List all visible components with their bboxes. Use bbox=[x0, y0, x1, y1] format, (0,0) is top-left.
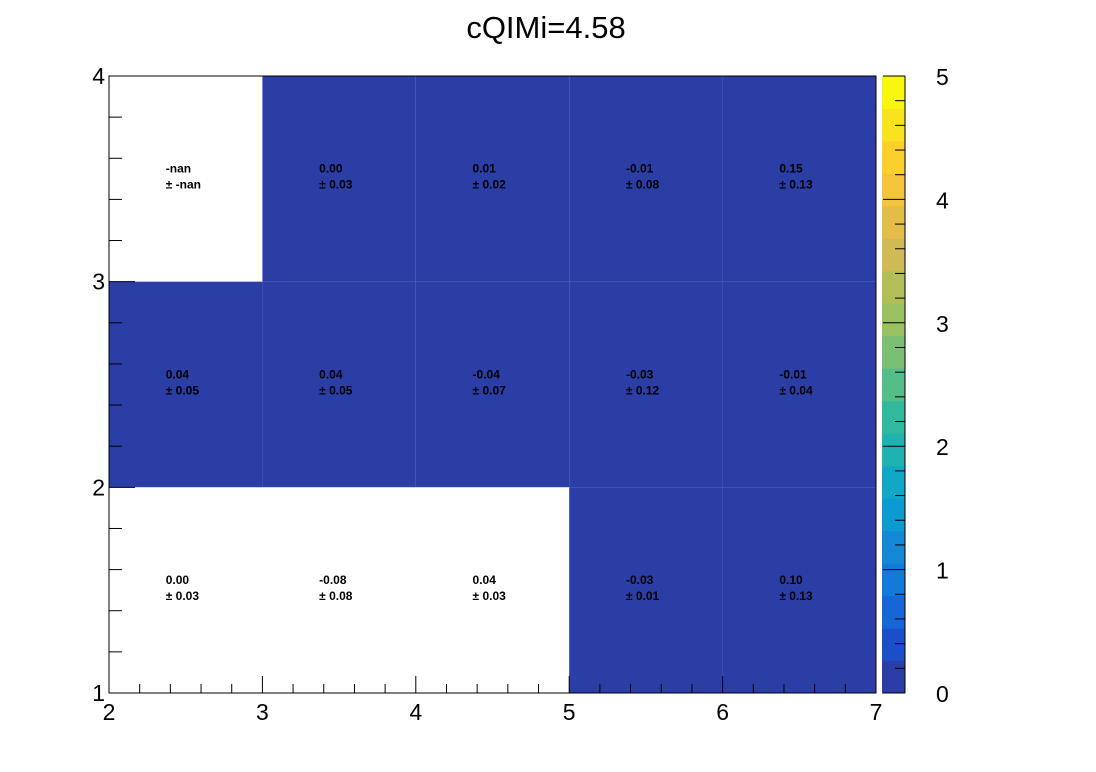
colorbar-segment bbox=[882, 628, 905, 662]
cell-value-label: 0.15 bbox=[779, 162, 803, 176]
colorbar-segment bbox=[882, 563, 905, 597]
colorbar-segment bbox=[882, 108, 905, 142]
y-axis: 1 2 3 4 bbox=[92, 63, 135, 706]
cell-value-label: 0.00 bbox=[166, 573, 190, 587]
colorbar-segment bbox=[882, 270, 905, 304]
colorbar-segment bbox=[882, 498, 905, 532]
cell-error-label: ± 0.12 bbox=[626, 383, 660, 397]
colorbar-segment bbox=[882, 335, 905, 369]
cell-error-label: ± 0.01 bbox=[626, 589, 660, 603]
colorbar-segment bbox=[882, 303, 905, 337]
colorbar-axis: 0 1 2 3 4 5 bbox=[883, 64, 949, 707]
colorbar-tick-label: 3 bbox=[936, 311, 949, 337]
cell-value-label: -0.01 bbox=[626, 162, 654, 176]
colorbar-tick-label: 0 bbox=[936, 681, 949, 707]
colorbar-segment bbox=[882, 465, 905, 499]
heatmap-cell bbox=[262, 281, 416, 488]
colorbar-segment bbox=[882, 530, 905, 564]
colorbar-segment bbox=[882, 238, 905, 272]
colorbar-segment bbox=[882, 140, 905, 174]
heatmap-cell bbox=[722, 76, 876, 282]
heatmap-cell bbox=[109, 487, 263, 693]
heatmap-cell bbox=[722, 281, 876, 488]
cell-value-label: -0.08 bbox=[319, 573, 347, 587]
heatmap-cell bbox=[722, 487, 876, 693]
cell-error-label: ± 0.04 bbox=[779, 383, 813, 397]
y-tick-label: 1 bbox=[92, 680, 105, 706]
cell-error-label: ± 0.08 bbox=[319, 589, 353, 603]
heatmap-cell bbox=[415, 281, 570, 488]
cell-value-label: 0.04 bbox=[473, 573, 497, 587]
cell-error-label: ± -nan bbox=[166, 178, 201, 192]
y-tick-label: 4 bbox=[92, 63, 105, 89]
cell-error-label: ± 0.03 bbox=[319, 178, 353, 192]
chart-title: cQIMi=4.58 bbox=[466, 10, 625, 45]
cell-value-label: 0.01 bbox=[473, 162, 497, 176]
cell-error-label: ± 0.03 bbox=[166, 589, 200, 603]
heatmap-cell bbox=[262, 487, 416, 693]
colorbar-segment bbox=[882, 433, 905, 467]
x-tick-label: 6 bbox=[716, 699, 729, 725]
colorbar-tick-label: 4 bbox=[936, 187, 949, 213]
cell-error-label: ± 0.13 bbox=[779, 589, 813, 603]
heatmap-cell bbox=[569, 487, 723, 693]
heatmap-cell bbox=[569, 76, 723, 282]
colorbar-segment bbox=[882, 660, 905, 694]
cell-error-label: ± 0.05 bbox=[319, 383, 353, 397]
cell-error-label: ± 0.07 bbox=[473, 383, 507, 397]
heatmap-cell bbox=[415, 76, 570, 282]
x-tick-label: 4 bbox=[409, 699, 422, 725]
y-tick-label: 2 bbox=[92, 474, 105, 500]
heatmap-cell bbox=[109, 76, 263, 282]
heatmap-cell bbox=[109, 281, 263, 488]
x-tick-label: 3 bbox=[256, 699, 269, 725]
colorbar-segment bbox=[882, 595, 905, 629]
cell-error-label: ± 0.03 bbox=[473, 589, 507, 603]
cell-value-label: 0.04 bbox=[319, 367, 343, 381]
cell-error-label: ± 0.08 bbox=[626, 178, 660, 192]
cell-value-label: -0.04 bbox=[473, 367, 501, 381]
plot-frame bbox=[108, 75, 877, 694]
colorbar-tick-label: 1 bbox=[936, 558, 949, 584]
cell-value-label: 0.00 bbox=[319, 162, 343, 176]
colorbar-segment bbox=[882, 76, 905, 109]
cell-value-label: 0.04 bbox=[166, 367, 190, 381]
colorbar-tick-label: 5 bbox=[936, 64, 949, 90]
cell-value-label: -0.03 bbox=[626, 573, 654, 587]
heatmap-cells bbox=[109, 76, 876, 693]
x-axis: 2 3 4 5 6 7 bbox=[103, 676, 883, 725]
x-tick-label: 2 bbox=[103, 699, 116, 725]
x-tick-label: 5 bbox=[563, 699, 576, 725]
cell-value-label: -0.03 bbox=[626, 367, 654, 381]
heatmap-cell bbox=[415, 487, 570, 693]
colorbar-segment bbox=[882, 173, 905, 207]
colorbar-tick-label: 2 bbox=[936, 434, 949, 460]
cell-labels: -nan ± -nan 0.00 ± 0.03 0.01 ± 0.02 -0.01 ± 0.0… bbox=[166, 162, 813, 603]
y-tick-label: 3 bbox=[92, 269, 105, 295]
colorbar-segment bbox=[882, 368, 905, 402]
cell-value-label: 0.10 bbox=[779, 573, 803, 587]
cell-value-label: -0.01 bbox=[779, 367, 807, 381]
cell-value-label: -nan bbox=[166, 162, 191, 176]
cell-error-label: ± 0.02 bbox=[473, 178, 507, 192]
cell-error-label: ± 0.05 bbox=[166, 383, 200, 397]
cell-error-label: ± 0.13 bbox=[779, 178, 813, 192]
colorbar-segment bbox=[882, 205, 905, 239]
heatmap-cell bbox=[262, 76, 416, 282]
colorbar-segment bbox=[882, 400, 905, 434]
colorbar bbox=[882, 76, 905, 694]
heatmap-cell bbox=[569, 281, 723, 488]
x-tick-label: 7 bbox=[870, 699, 883, 725]
